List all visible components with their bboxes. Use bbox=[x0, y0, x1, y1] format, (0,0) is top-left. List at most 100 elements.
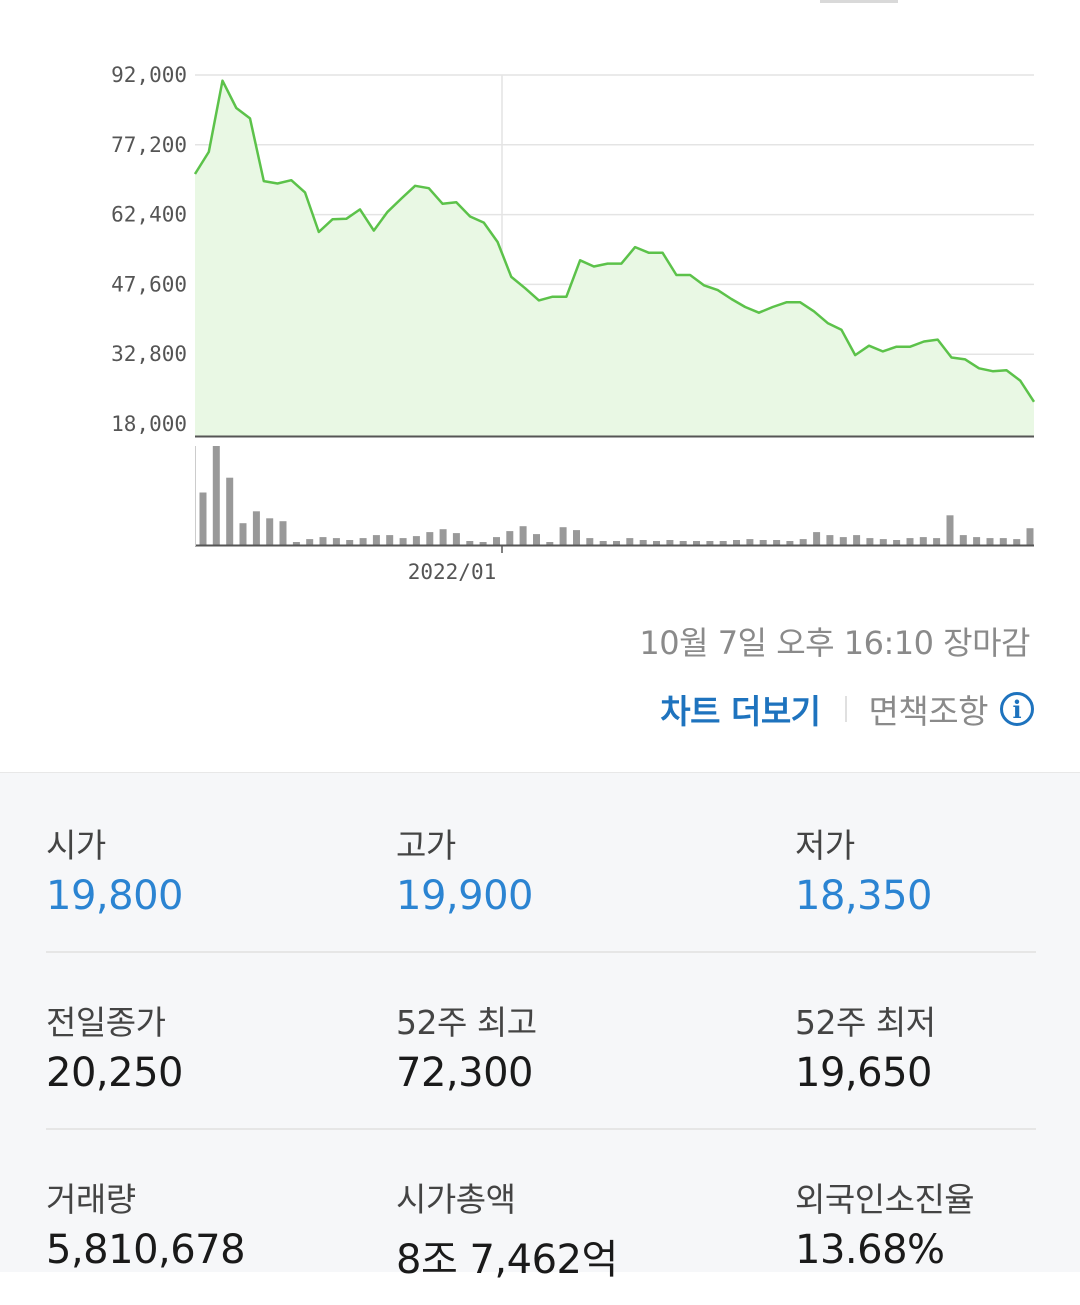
price-chart: 92,000 77,200 62,400 47,600 32,800 18,000 202… bbox=[111, 63, 1036, 584]
y-tick-label: 62,400 bbox=[111, 203, 187, 227]
volume-bar bbox=[466, 541, 474, 545]
volume-bar bbox=[879, 539, 887, 545]
price-area-fill bbox=[195, 80, 1034, 436]
volume-bar bbox=[346, 540, 354, 545]
volume-bar bbox=[372, 535, 380, 545]
volume-bar bbox=[239, 523, 247, 545]
volume-bar bbox=[733, 540, 740, 545]
stat-label: 52주 최고 bbox=[396, 1003, 537, 1042]
volume-bar bbox=[439, 529, 447, 545]
volume-bar bbox=[919, 537, 927, 545]
volume-bar bbox=[359, 538, 367, 545]
y-tick-label: 47,600 bbox=[111, 272, 187, 296]
volume-bar bbox=[986, 538, 994, 545]
volume-bar bbox=[506, 531, 514, 545]
volume-bars bbox=[199, 446, 1034, 545]
volume-bar bbox=[573, 530, 580, 545]
volume-bar bbox=[853, 535, 861, 545]
stat-label: 시가 bbox=[46, 826, 106, 865]
chart-links: 차트 더보기 면책조항 i bbox=[660, 686, 1034, 732]
stat-label: 외국인소진율 bbox=[795, 1180, 975, 1219]
volume-bar bbox=[799, 539, 807, 545]
stat-label: 저가 bbox=[795, 826, 855, 865]
stats-row-volume: 거래량 5,810,678 시가총액 8조 7,462억 외국인소진율 13.6… bbox=[46, 1135, 1036, 1305]
volume-bar bbox=[519, 526, 527, 545]
stat-label: 시가총액 bbox=[396, 1180, 516, 1219]
volume-bar bbox=[332, 538, 340, 545]
stat-value: 8조 7,462억 bbox=[396, 1237, 618, 1283]
volume-bar bbox=[679, 541, 687, 545]
stat-label: 전일종가 bbox=[46, 1003, 166, 1042]
stat-value: 19,900 bbox=[396, 873, 533, 919]
volume-bar bbox=[399, 538, 407, 545]
volume-bar bbox=[533, 534, 540, 545]
volume-bar bbox=[479, 542, 487, 545]
volume-bar bbox=[426, 532, 434, 545]
volume-bar bbox=[893, 540, 901, 545]
volume-bar bbox=[412, 536, 420, 545]
volume-bar bbox=[493, 537, 500, 545]
volume-bar bbox=[212, 446, 220, 545]
volume-bar bbox=[906, 538, 914, 545]
volume-bar bbox=[279, 521, 287, 545]
volume-bar bbox=[666, 540, 674, 545]
stat-value: 72,300 bbox=[396, 1050, 533, 1096]
stats-row-ranges: 전일종가 20,250 52주 최고 72,300 52주 최저 19,650 bbox=[46, 958, 1036, 1130]
stat-label: 고가 bbox=[396, 826, 456, 865]
volume-bar bbox=[973, 537, 981, 545]
volume-bar bbox=[199, 492, 207, 545]
price-line bbox=[193, 79, 1036, 403]
volume-bar bbox=[719, 541, 727, 545]
y-tick-label: 92,000 bbox=[111, 63, 187, 87]
volume-bar bbox=[759, 540, 767, 545]
volume-bar bbox=[999, 538, 1007, 545]
stats-row-prices: 시가 19,800 고가 19,900 저가 18,350 bbox=[46, 781, 1036, 953]
volume-bar bbox=[452, 533, 460, 545]
chart-more-link[interactable]: 차트 더보기 bbox=[660, 692, 821, 731]
volume-bar bbox=[866, 538, 874, 545]
volume-bar bbox=[386, 535, 394, 545]
y-axis-ticks: 92,000 77,200 62,400 47,600 32,800 18,000 bbox=[111, 63, 187, 436]
volume-bar bbox=[599, 541, 607, 545]
links-divider bbox=[844, 696, 847, 722]
info-icon[interactable]: i bbox=[1000, 692, 1034, 726]
volume-bar bbox=[586, 538, 594, 545]
volume-bar bbox=[266, 518, 274, 545]
volume-bar bbox=[706, 541, 714, 545]
stat-value: 20,250 bbox=[46, 1050, 183, 1096]
volume-bar bbox=[306, 539, 314, 545]
market-close-timestamp: 10월 7일 오후 16:10 장마감 bbox=[639, 624, 1030, 662]
stat-value: 5,810,678 bbox=[46, 1227, 246, 1273]
volume-bar bbox=[786, 541, 794, 545]
stock-stats-panel: 시가 19,800 고가 19,900 저가 18,350 전일종가 20,25… bbox=[0, 772, 1080, 1283]
y-tick-label: 18,000 bbox=[111, 412, 187, 436]
volume-bar bbox=[1026, 528, 1034, 545]
volume-bar bbox=[639, 540, 647, 545]
volume-bar bbox=[252, 511, 260, 545]
disclaimer-link[interactable]: 면책조항 bbox=[868, 692, 989, 731]
volume-bar bbox=[559, 527, 567, 545]
volume-bar bbox=[226, 477, 234, 545]
volume-bar bbox=[773, 540, 781, 545]
y-tick-label: 32,800 bbox=[111, 342, 187, 366]
volume-bar bbox=[626, 538, 634, 545]
stat-value: 19,650 bbox=[795, 1050, 932, 1096]
stat-label: 거래량 bbox=[46, 1180, 136, 1219]
volume-bar bbox=[826, 535, 834, 545]
volume-bar bbox=[933, 538, 941, 545]
x-tick-label: 2022/01 bbox=[408, 560, 497, 584]
volume-bar bbox=[653, 541, 660, 545]
volume-bar bbox=[839, 537, 847, 545]
volume-bar bbox=[546, 542, 554, 545]
volume-bar bbox=[319, 537, 327, 545]
stat-label: 52주 최저 bbox=[795, 1003, 936, 1042]
volume-bar bbox=[292, 542, 300, 545]
volume-bar bbox=[693, 541, 700, 545]
volume-bar bbox=[946, 515, 954, 545]
volume-bar bbox=[746, 539, 754, 545]
tab-indicator bbox=[820, 0, 898, 3]
volume-bar bbox=[1013, 539, 1021, 545]
volume-bar bbox=[813, 532, 821, 545]
volume-bar bbox=[613, 541, 620, 545]
volume-bar bbox=[959, 535, 967, 545]
